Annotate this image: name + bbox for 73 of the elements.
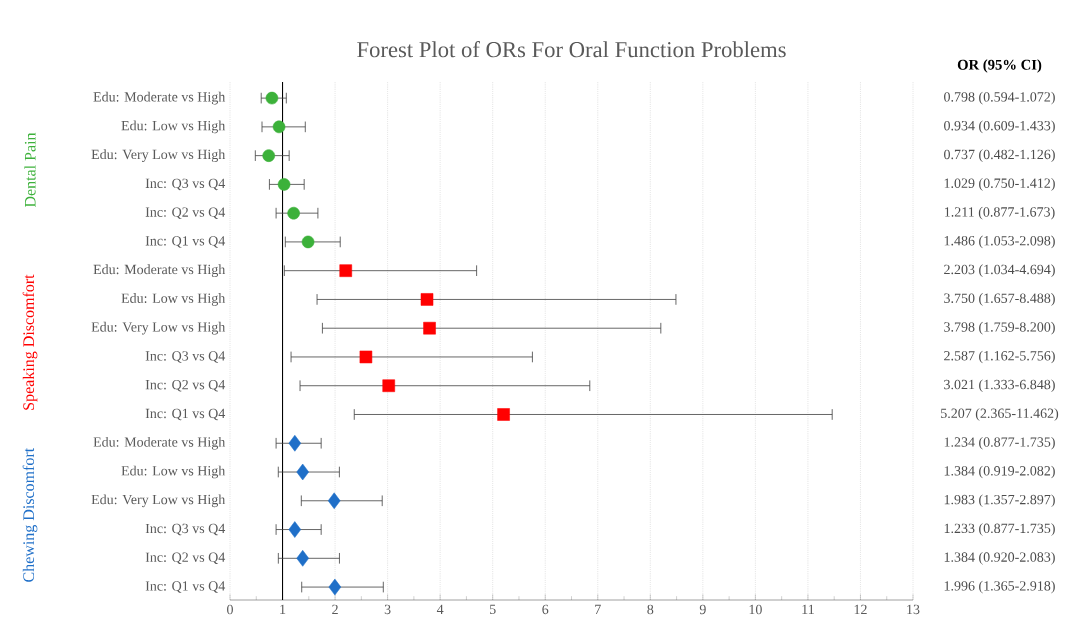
x-tick-label: 0 <box>227 604 233 615</box>
text: 1.211 (0.877-1.673) <box>945 206 1055 220</box>
text: Dental Pain <box>24 132 36 208</box>
text: 2.587 (1.162-5.756) <box>944 350 1055 364</box>
x-tick-label: 11 <box>802 604 814 614</box>
text: 0.934 (0.609-1.433) <box>944 120 1055 134</box>
x-tick-label: 6 <box>542 604 549 615</box>
y-tick-label: Inc: Q2 vs Q4 <box>145 379 226 392</box>
x-tick-label: 9 <box>699 604 706 615</box>
point <box>328 578 342 596</box>
y-tick-label: Edu: Moderate vs High <box>93 91 226 105</box>
y-tick-label: Inc: Q2 vs Q4 <box>145 552 226 565</box>
x-tick-label: 4 <box>436 604 444 614</box>
point <box>382 379 395 392</box>
text: 3.750 (1.657-8.488) <box>944 293 1055 306</box>
text: 0.737 (0.482-1.126) <box>944 149 1055 162</box>
point <box>301 235 315 249</box>
y-tick-label: Inc: Q2 vs Q4 <box>145 207 226 219</box>
text: 1.384 (0.920-2.083) <box>944 551 1055 565</box>
point <box>327 492 341 510</box>
text: 2.203 (1.034-4.694) <box>944 264 1055 278</box>
y-tick-label: Edu: Moderate vs High <box>93 436 226 450</box>
point <box>287 206 300 220</box>
x-tick-label: 1 <box>280 604 286 614</box>
x-tick-label: 7 <box>595 604 601 614</box>
x-tick-label: 8 <box>647 604 654 615</box>
text: 1.029 (0.750-1.412) <box>944 178 1055 191</box>
point <box>423 321 436 335</box>
y-tick-label: Edu: Moderate vs High <box>93 264 226 278</box>
point <box>296 550 309 567</box>
text: 0.798 (0.594-1.072) <box>944 91 1055 105</box>
point <box>262 149 275 162</box>
x-tick-label: 13 <box>907 604 920 615</box>
point <box>497 408 510 421</box>
text: 1.983 (1.357-2.897) <box>944 494 1055 508</box>
chart-title: Forest Plot of ORs For Oral Function Problems <box>357 41 786 58</box>
text: 1.233 (0.877-1.735) <box>944 523 1055 536</box>
point <box>420 293 434 306</box>
y-tick-label: Edu: Very Low vs High <box>91 321 226 335</box>
y-tick-label: Inc: Q3 vs Q4 <box>145 523 226 536</box>
text: 1.384 (0.919-2.082) <box>944 465 1055 479</box>
x-tick-label: 10 <box>749 604 762 615</box>
point <box>359 350 373 364</box>
y-tick-label: Inc: Q1 vs Q4 <box>145 408 226 421</box>
point <box>296 463 309 481</box>
text: 5.207 (2.365-11.462) <box>941 408 1059 421</box>
x-tick-label: 12 <box>854 604 867 614</box>
text: 1.486 (1.053-2.098) <box>944 235 1055 249</box>
point <box>339 264 353 277</box>
y-tick-label: Inc: Q3 vs Q4 <box>145 351 226 363</box>
y-tick-label: Inc: Q3 vs Q4 <box>145 178 226 191</box>
y-tick-label: Edu: Low vs High <box>121 465 226 479</box>
y-tick-label: Inc: Q1 vs Q4 <box>145 581 226 593</box>
text: Chewing Discomfort <box>22 447 38 582</box>
point <box>288 434 302 452</box>
x-tick-label: 2 <box>332 604 338 614</box>
point <box>288 521 302 538</box>
y-tick-label: Edu: Low vs High <box>121 293 226 306</box>
text: 1.996 (1.365-2.918) <box>944 580 1055 594</box>
y-tick-label: Edu: Very Low vs High <box>91 149 226 162</box>
text: 3.798 (1.759-8.200) <box>944 321 1055 335</box>
x-tick-label: 5 <box>490 604 496 615</box>
point <box>272 120 286 134</box>
text: 3.021 (1.333-6.848) <box>944 379 1055 393</box>
y-tick-label: Edu: Low vs High <box>121 120 226 134</box>
point <box>265 91 279 105</box>
y-tick-label: Inc: Q1 vs Q4 <box>145 236 226 248</box>
x-tick-label: 3 <box>384 604 391 615</box>
y-tick-label: Edu: Very Low vs High <box>91 494 226 508</box>
text: 1.234 (0.877-1.735) <box>944 436 1055 450</box>
text: OR (95% CI) <box>957 59 1042 73</box>
text: Speaking Discomfort <box>22 274 38 410</box>
point <box>277 178 291 191</box>
